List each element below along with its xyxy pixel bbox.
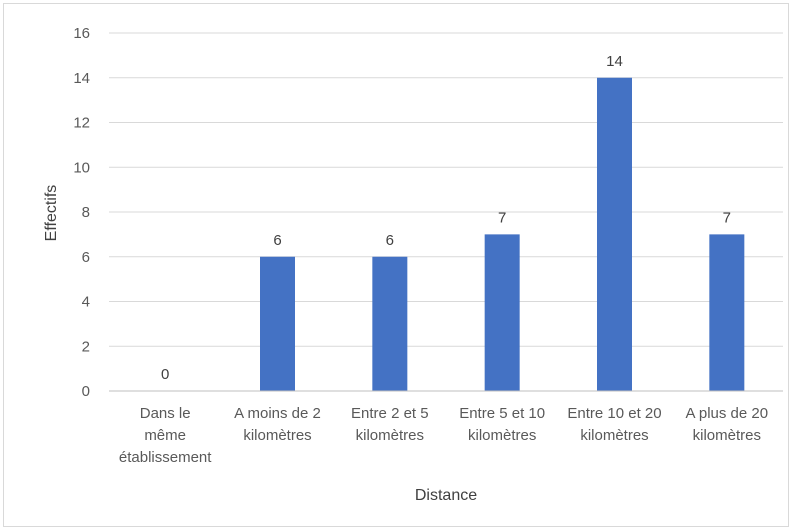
x-axis-ticks: Dans le même établissement A moins de 2 kilo…: [119, 405, 768, 466]
data-label: 14: [606, 53, 623, 70]
bar: [260, 256, 295, 391]
data-label: 7: [498, 209, 506, 226]
y-tick-label: 2: [82, 338, 90, 355]
data-label: 6: [386, 232, 394, 249]
y-tick-label: 6: [82, 249, 90, 266]
y-tick-label: 0: [82, 383, 90, 400]
data-label: 6: [273, 232, 281, 249]
x-tick-label: A plus de 20 kilomètres: [686, 405, 769, 444]
x-tick-label: Entre 2 et 5 kilomètres: [351, 405, 429, 444]
x-tick-label-line: kilomètres: [693, 427, 761, 444]
x-tick-label-line: kilomètres: [243, 427, 311, 444]
x-tick-label-line: A moins de 2: [234, 405, 321, 422]
y-axis-title: Effectifs: [43, 185, 60, 242]
bar: [484, 234, 520, 391]
x-tick-label: Entre 10 et 20 kilomètres: [567, 405, 661, 444]
x-axis-title: Distance: [415, 487, 477, 504]
y-tick-label: 16: [73, 25, 90, 42]
y-tick-label: 14: [73, 70, 90, 87]
x-tick-label-line: A plus de 20: [686, 405, 769, 422]
x-tick-label-line: même: [144, 427, 186, 444]
x-tick-label: Dans le même établissement: [119, 405, 212, 466]
data-label: 7: [723, 209, 731, 226]
y-tick-label: 10: [73, 159, 90, 176]
data-label: 0: [161, 366, 169, 383]
x-tick-label-line: Entre 5 et 10: [459, 405, 545, 422]
bar: [709, 234, 745, 391]
y-axis-ticks: 0 2 4 6 8 10 12 14 16: [73, 25, 90, 400]
x-tick-label-line: kilomètres: [356, 427, 424, 444]
y-tick-label: 8: [82, 204, 90, 221]
x-tick-label-line: kilomètres: [468, 427, 536, 444]
x-tick-label-line: établissement: [119, 449, 212, 466]
data-labels: 0 6 6 7 14 7: [161, 53, 731, 383]
x-tick-label-line: Entre 2 et 5: [351, 405, 429, 422]
bars: [260, 77, 745, 391]
x-tick-label-line: Dans le: [140, 405, 191, 422]
bar: [372, 256, 408, 391]
x-tick-label-line: kilomètres: [580, 427, 648, 444]
y-tick-label: 12: [73, 115, 90, 132]
bar: [597, 77, 632, 391]
x-tick-label: Entre 5 et 10 kilomètres: [459, 405, 545, 444]
x-tick-label-line: Entre 10 et 20: [567, 405, 661, 422]
x-tick-label: A moins de 2 kilomètres: [234, 405, 321, 444]
y-tick-label: 4: [82, 294, 90, 311]
gridlines: [109, 32, 783, 347]
